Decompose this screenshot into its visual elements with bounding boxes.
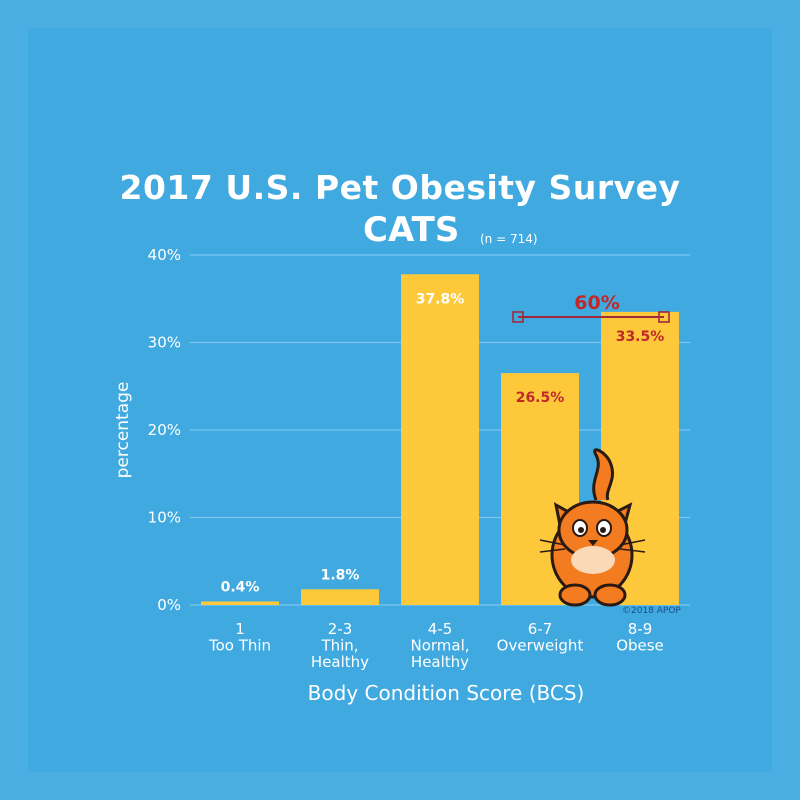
x-axis-title: Body Condition Score (BCS) (308, 681, 585, 705)
x-category-label: Overweight (497, 637, 584, 655)
chart-title: 2017 U.S. Pet Obesity Survey (119, 168, 681, 207)
data-label: 37.8% (416, 291, 465, 307)
chart-subtitle: CATS (363, 210, 460, 250)
data-label: 1.8% (321, 567, 360, 583)
data-label: 26.5% (516, 390, 565, 406)
x-category-label: Obese (616, 637, 664, 655)
bar (201, 601, 279, 605)
x-category-label: 1 (235, 620, 245, 638)
y-tick-label: 30% (148, 334, 181, 352)
data-label: 33.5% (616, 329, 665, 345)
y-tick-label: 40% (148, 246, 181, 264)
bracket-end (658, 311, 670, 323)
data-label: 0.4% (221, 580, 260, 596)
combined-percentage-label: 60% (574, 292, 619, 314)
x-category-label: 2-3 (328, 620, 353, 638)
x-category-label: Too Thin (208, 637, 271, 655)
x-category-label: Normal, (410, 637, 469, 655)
sample-size-note: (n = 714) (480, 232, 538, 246)
x-category-label: Thin, (320, 637, 358, 655)
bar (301, 589, 379, 605)
y-tick-label: 10% (148, 509, 181, 527)
y-tick-label: 20% (148, 421, 181, 439)
cat-illustration (539, 448, 646, 607)
x-category-label: 4-5 (428, 620, 453, 638)
x-category-label: Healthy (311, 653, 369, 671)
x-category-label: 8-9 (628, 620, 653, 638)
bracket-end (512, 311, 524, 323)
bar (401, 274, 479, 605)
y-tick-label: 0% (157, 596, 181, 614)
y-axis-title: percentage (113, 382, 133, 479)
x-category-label: 6-7 (528, 620, 553, 638)
copyright-text: ©2018 APOP (622, 606, 681, 616)
x-category-label: Healthy (411, 653, 469, 671)
